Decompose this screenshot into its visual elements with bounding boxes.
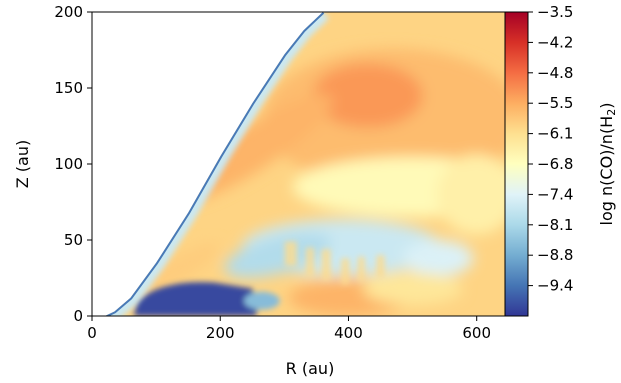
y-axis-title: Z (au): [13, 140, 32, 188]
heat-finger-1: [306, 247, 314, 277]
colorbar-tick-label: −8.8: [537, 246, 573, 264]
colorbar-tick-label: −7.4: [537, 185, 573, 203]
heat-inner-warm: [131, 243, 220, 298]
heat-finger-5: [376, 255, 385, 278]
colorbar-tick-label: −6.8: [537, 155, 573, 173]
colorbar-tick-label: −3.5: [537, 3, 573, 21]
heat-co-peak: [312, 63, 423, 128]
heat-freezeout-group: [133, 282, 280, 316]
heat-lower-warm-2: [362, 272, 463, 305]
heat-finger-0: [284, 241, 297, 266]
heat-finger-3: [341, 258, 350, 285]
colorbar-tick-label: −6.1: [537, 125, 573, 143]
heat-finger-4: [357, 256, 365, 281]
colorbar-tick-label: −4.8: [537, 64, 573, 82]
y-tick-label: 200: [54, 3, 83, 21]
heatmap-blur-group: [131, 48, 509, 316]
heat-depletion-inner: [224, 232, 332, 278]
x-tick-label: 0: [87, 324, 97, 342]
heat-freezeout-fringe: [243, 291, 280, 310]
y-tick-label: 100: [54, 155, 83, 173]
x-tick-label: 400: [334, 324, 363, 342]
colorbar-tick-label: −4.2: [537, 33, 573, 51]
x-tick-label: 600: [462, 324, 491, 342]
y-tick-label: 150: [54, 79, 83, 97]
colorbar-title-main: log n(CO)/n(H: [597, 116, 616, 226]
heatmap-clip-group: [104, 12, 509, 316]
heat-freezeout-zone: [133, 282, 259, 316]
colorbar-tick-label: −8.1: [537, 216, 573, 234]
colorbar: −3.5 −4.2 −4.8 −5.5 −6.1 −6.8 −7.4 −8.1 −8.8 −9.4: [504, 3, 573, 317]
heat-transition-outer: [436, 154, 509, 235]
colorbar-title-end: ): [597, 103, 616, 109]
colorbar-tick-label: −5.5: [537, 94, 573, 112]
colorbar-title-subscript: 2: [605, 109, 618, 116]
axes: 0 200 400 600 0 50 100 150 200: [54, 3, 529, 342]
heat-fingers: [284, 241, 385, 285]
colorbar-bar: [504, 11, 529, 317]
colorbar-title: log n(CO)/n(H2): [597, 103, 618, 226]
heat-depletion-outer: [403, 240, 474, 277]
x-axis-title: R (au): [286, 359, 335, 378]
y-tick-label: 0: [73, 307, 83, 325]
x-tick-label: 200: [206, 324, 235, 342]
heatmap-layer: [104, 12, 509, 316]
y-tick-label: 50: [64, 231, 83, 249]
heat-finger-2: [321, 249, 331, 280]
colorbar-tick-label: −9.4: [537, 277, 573, 295]
